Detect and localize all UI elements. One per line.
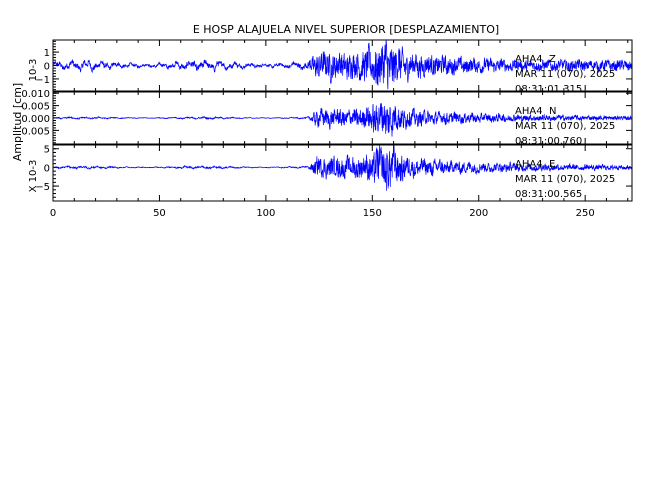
waveform-Z: [53, 40, 632, 90]
y-tick-label-E: 0: [44, 163, 50, 174]
y-tick-label-Z: 0: [44, 62, 50, 73]
waveform-E: [53, 145, 632, 191]
component-label-E: E: [549, 159, 555, 170]
component-label-N: N: [549, 106, 556, 117]
x-tick-label: 50: [153, 208, 166, 219]
time-label-E: 08:31:00.565: [515, 189, 582, 200]
x-tick-label: 100: [256, 208, 275, 219]
waveform-N: [53, 103, 632, 137]
panel-Z: −1 0 1 10-3 AHA4 Z MAR 11 (070), 2025 08:31:01.…: [28, 39, 633, 95]
time-label-Z: 08:31:01.315: [515, 84, 582, 95]
x-tick-label: 0: [50, 208, 56, 219]
x-axis: 0 50 100 150 200 250: [50, 208, 595, 219]
y-tick-label-E: 5: [44, 145, 50, 156]
y-tick-label-Z: 1: [44, 48, 50, 59]
component-label-Z: Z: [549, 54, 556, 65]
panel-E: −5 0 5 X 10-3 AHA4 E MAR 11 (070), 2025 08:31:0…: [28, 144, 633, 202]
y-tick-label-E: −5: [35, 182, 50, 193]
date-label-N: MAR 11 (070), 2025: [515, 121, 615, 132]
x-tick-label: 200: [469, 208, 488, 219]
panel-frame-E: [52, 144, 633, 202]
date-label-Z: MAR 11 (070), 2025: [515, 69, 615, 80]
station-label-Z: AHA4: [515, 54, 543, 65]
exponent-label-Z: 10-3: [28, 59, 39, 82]
x-tick-label: 250: [576, 208, 595, 219]
time-label-N: 08:31:00.760: [515, 136, 582, 147]
panels: −1 0 1 10-3 AHA4 Z MAR 11 (070), 2025 08:31:01.…: [13, 39, 633, 202]
y-tick-label-N: 0.010: [21, 89, 50, 100]
y-tick-label-Z: −1: [35, 75, 50, 86]
y-tick-label-N: 0.005: [21, 102, 50, 113]
y-axis-label: Amplitud [cm]: [11, 83, 24, 161]
chart-title: E HOSP ALAJUELA NIVEL SUPERIOR [DESPLAZA…: [193, 23, 499, 36]
y-tick-label-N: 0.000: [21, 114, 50, 125]
station-label-N: AHA4: [515, 106, 543, 117]
exponent-label-E: X 10-3: [28, 160, 39, 193]
x-tick-label: 150: [363, 208, 382, 219]
date-label-E: MAR 11 (070), 2025: [515, 174, 615, 185]
station-label-E: AHA4: [515, 159, 543, 170]
y-tick-label-N: −0.005: [13, 126, 50, 137]
